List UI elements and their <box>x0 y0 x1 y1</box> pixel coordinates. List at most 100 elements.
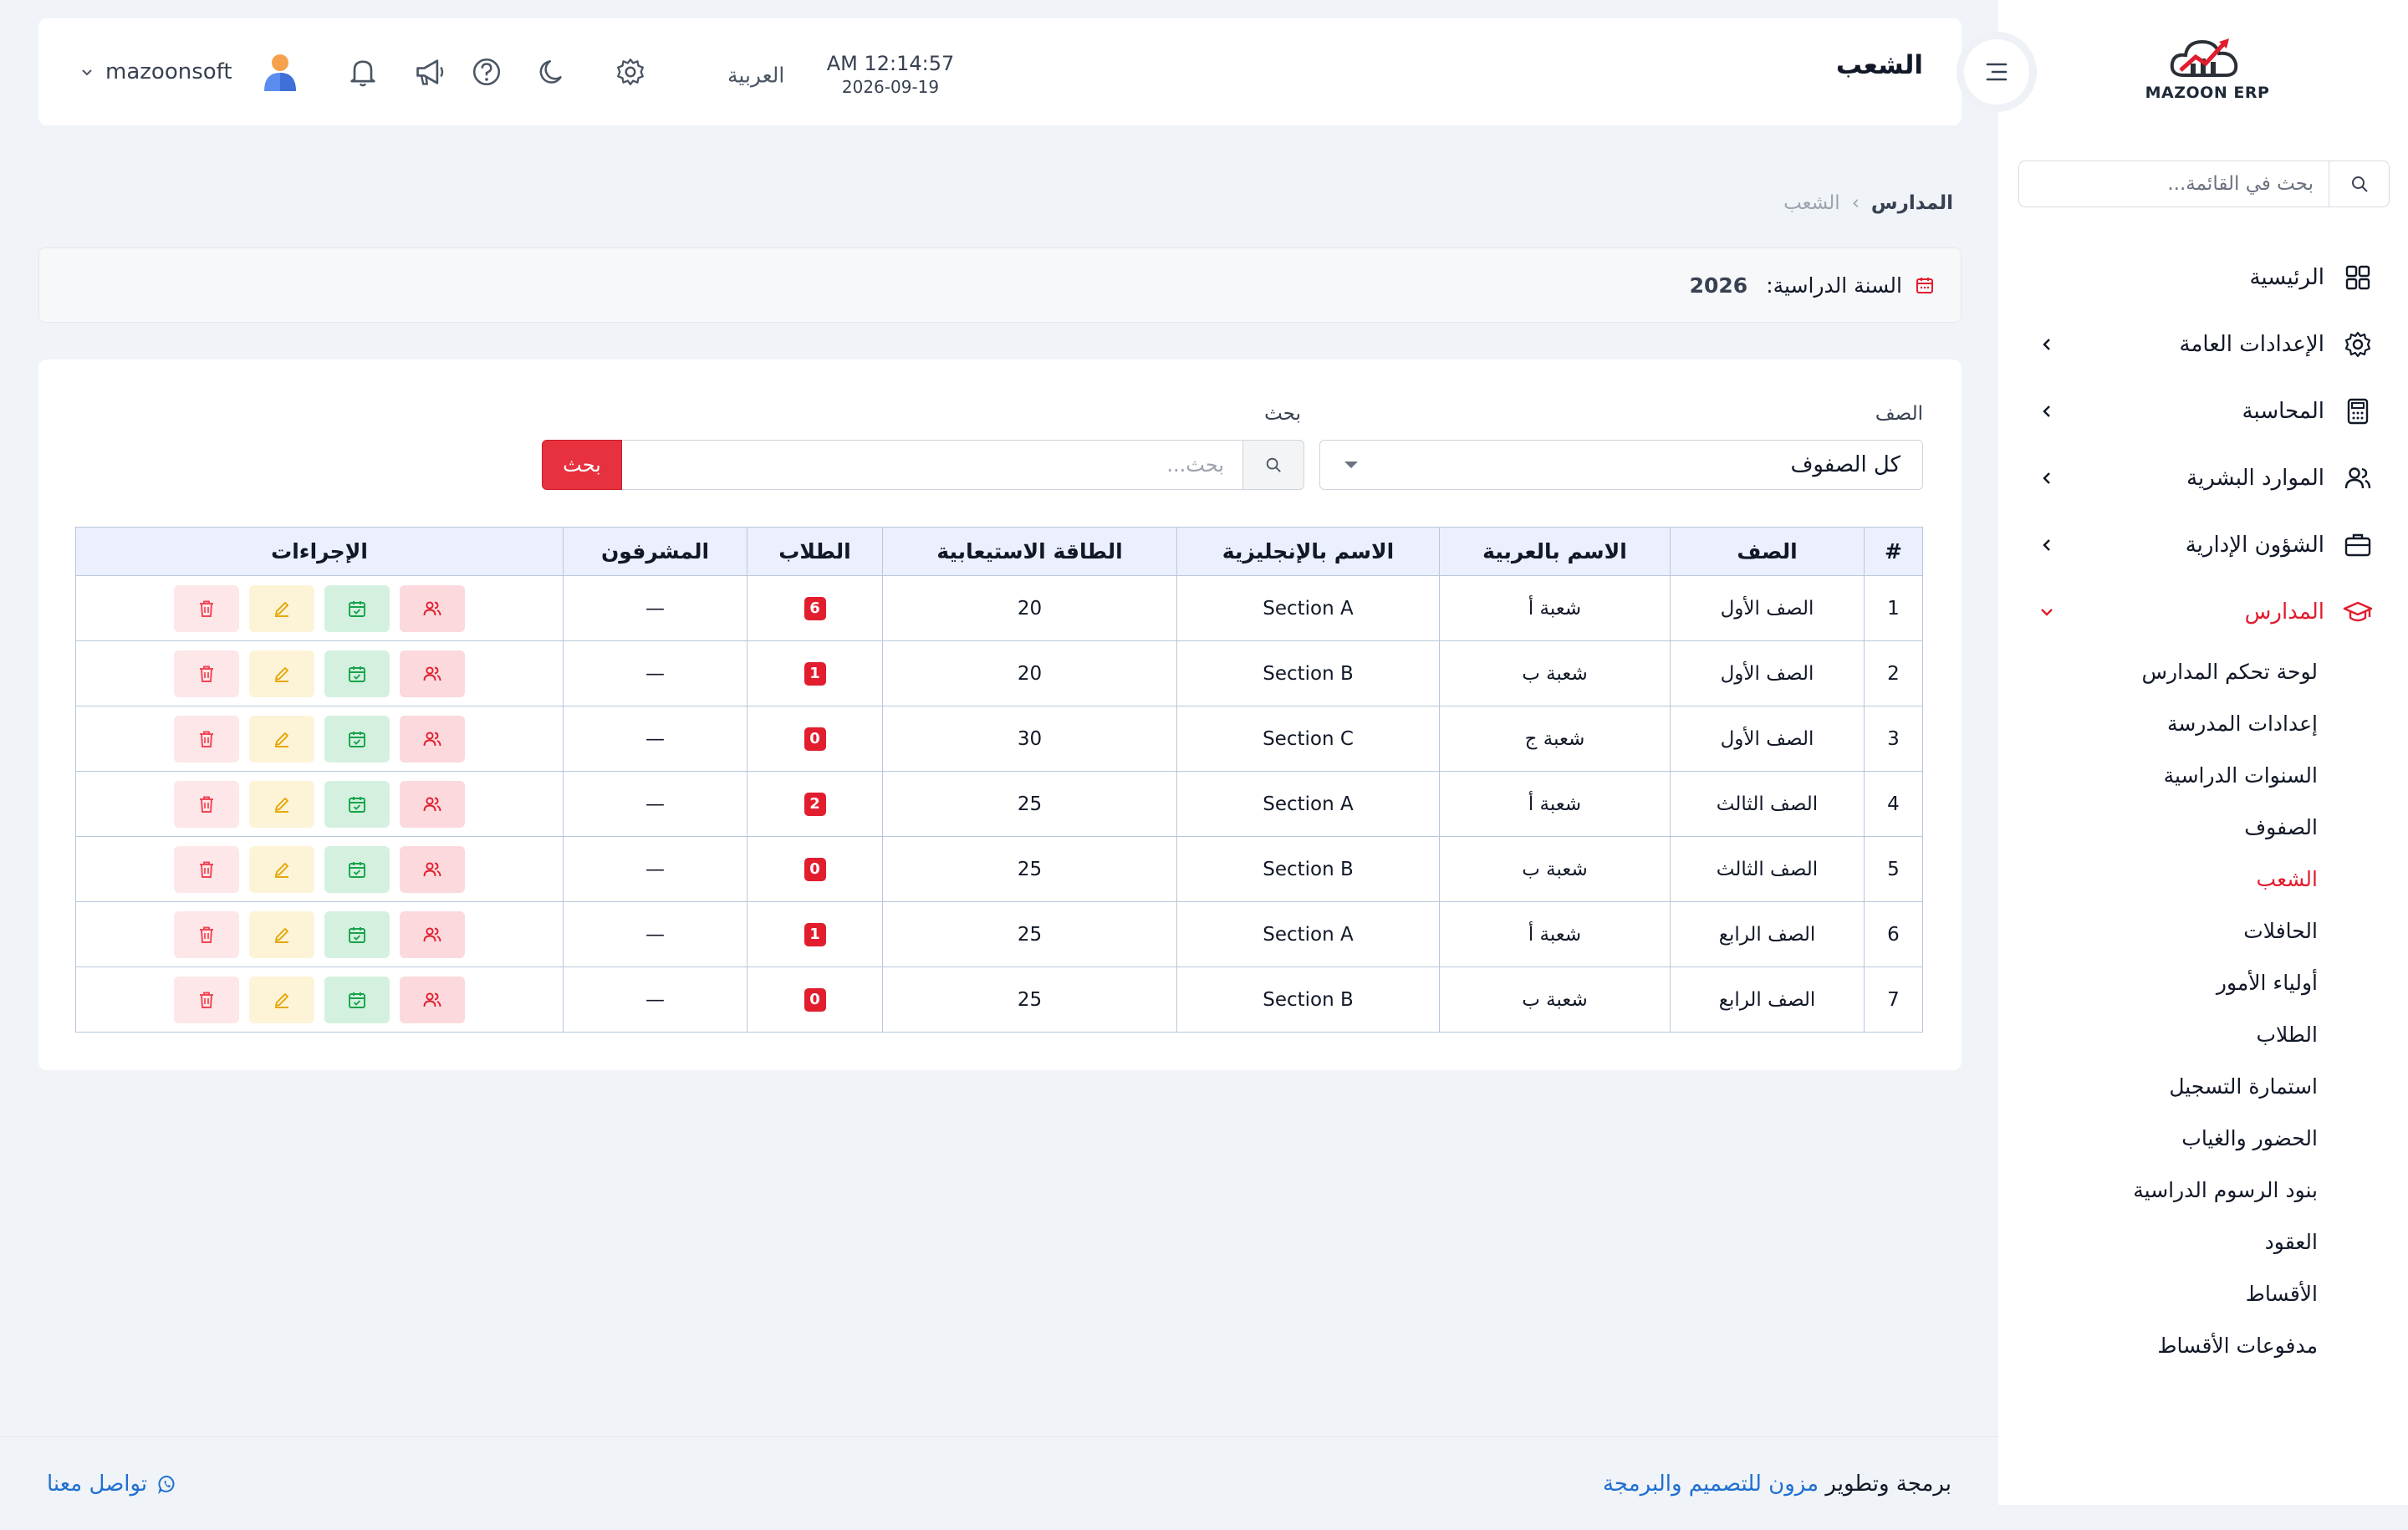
settings-gear-icon[interactable] <box>615 56 646 88</box>
delete-button[interactable] <box>174 650 239 697</box>
manage-students-button[interactable] <box>400 976 465 1023</box>
edit-button[interactable] <box>249 976 314 1023</box>
cell-index: 7 <box>1864 966 1923 1033</box>
sidebar-item-admin-affairs[interactable]: الشؤون الإدارية <box>1998 512 2408 579</box>
language-switch[interactable]: العربية <box>727 63 785 88</box>
submenu-registration-form[interactable]: استمارة التسجيل <box>2169 1074 2318 1099</box>
contact-us-link[interactable]: تواصل معنا <box>47 1471 177 1497</box>
schedule-button[interactable] <box>324 584 390 632</box>
submenu-sections[interactable]: الشعب <box>2256 866 2318 891</box>
schedule-button[interactable] <box>324 780 390 828</box>
sidebar-item-hr[interactable]: الموارد البشرية <box>1998 445 2408 512</box>
delete-button[interactable] <box>174 845 239 893</box>
manage-students-button[interactable] <box>400 584 465 632</box>
schedule-button[interactable] <box>324 715 390 762</box>
edit-button[interactable] <box>249 584 314 632</box>
edit-button[interactable] <box>249 715 314 762</box>
students-count-badge: 1 <box>804 923 826 946</box>
schedule-button[interactable] <box>324 910 390 958</box>
submenu-attendance[interactable]: الحضور والغياب <box>2181 1125 2318 1150</box>
delete-button[interactable] <box>174 780 239 828</box>
megaphone-icon[interactable] <box>413 55 446 89</box>
submenu-grades[interactable]: الصفوف <box>2244 814 2318 839</box>
gear-icon <box>2344 331 2371 358</box>
schools-submenu: لوحة تحكم المدارس إعدادات المدرسة السنوا… <box>1998 645 2408 1371</box>
notifications-bell-icon[interactable] <box>346 55 380 89</box>
dark-mode-moon-icon[interactable] <box>538 56 569 88</box>
help-icon[interactable] <box>471 56 503 88</box>
cell-name-ar-link[interactable]: شعبة ب <box>1439 836 1671 902</box>
submenu-school-settings[interactable]: إعدادات المدرسة <box>2166 711 2318 736</box>
cell-supervisors: — <box>563 771 747 837</box>
sidebar-item-accounting[interactable]: المحاسبة <box>1998 378 2408 445</box>
cell-name-ar-link[interactable]: شعبة أ <box>1439 575 1671 641</box>
cell-capacity: 20 <box>882 575 1177 641</box>
cell-name-ar-link[interactable]: شعبة ج <box>1439 706 1671 772</box>
search-input[interactable] <box>622 440 1242 490</box>
search-icon[interactable] <box>1242 440 1304 490</box>
logo[interactable]: MAZOON ERP <box>2132 33 2283 117</box>
pencil-icon <box>272 859 292 880</box>
submenu-schools-dashboard[interactable]: لوحة تحكم المدارس <box>2141 659 2319 684</box>
submenu-installments[interactable]: الأقساط <box>2245 1281 2318 1306</box>
students-count-badge: 0 <box>804 988 826 1012</box>
table-row: 2 الصف الأول شعبة ب Section B 20 1 — <box>75 640 1923 706</box>
cell-name-ar-link[interactable]: شعبة ب <box>1439 640 1671 706</box>
delete-button[interactable] <box>174 910 239 958</box>
edit-button[interactable] <box>249 780 314 828</box>
submenu-academic-years[interactable]: السنوات الدراسية <box>2163 762 2318 788</box>
search-button[interactable]: بحث <box>542 440 622 490</box>
search-icon[interactable] <box>2329 161 2389 207</box>
manage-students-button[interactable] <box>400 780 465 828</box>
col-grade: الصف <box>1670 527 1865 576</box>
edit-button[interactable] <box>249 910 314 958</box>
cell-index: 4 <box>1864 771 1923 837</box>
table-row: 3 الصف الأول شعبة ج Section C 30 0 — <box>75 706 1923 772</box>
footer-company-link[interactable]: مزون للتصميم والبرمجة <box>1602 1471 1819 1497</box>
delete-button[interactable] <box>174 584 239 632</box>
cell-grade-link[interactable]: الصف الثالث <box>1670 836 1865 902</box>
caret-down-icon <box>1344 462 1358 468</box>
schedule-button[interactable] <box>324 650 390 697</box>
cell-name-ar-link[interactable]: شعبة أ <box>1439 901 1671 967</box>
academic-year-bar: السنة الدراسية: 2026 <box>38 247 1962 323</box>
manage-students-button[interactable] <box>400 845 465 893</box>
cell-name-ar-link[interactable]: شعبة أ <box>1439 771 1671 837</box>
submenu-fee-items[interactable]: بنود الرسوم الدراسية <box>2133 1177 2318 1202</box>
sidebar-item-schools[interactable]: المدارس <box>1998 579 2408 645</box>
submenu-students[interactable]: الطلاب <box>2256 1022 2318 1047</box>
grade-select[interactable]: كل الصفوف <box>1319 440 1923 490</box>
submenu-installment-payments[interactable]: مدفوعات الأقساط <box>2157 1333 2318 1358</box>
delete-button[interactable] <box>174 715 239 762</box>
manage-students-button[interactable] <box>400 650 465 697</box>
sidebar-item-general-settings[interactable]: الإعدادات العامة <box>1998 311 2408 378</box>
submenu-buses[interactable]: الحافلات <box>2243 918 2318 943</box>
manage-students-button[interactable] <box>400 910 465 958</box>
cell-grade-link[interactable]: الصف الأول <box>1670 706 1865 772</box>
schedule-button[interactable] <box>324 976 390 1023</box>
cell-grade-link[interactable]: الصف الأول <box>1670 575 1865 641</box>
col-actions: الإجراءات <box>75 527 564 576</box>
submenu-guardians[interactable]: أولياء الأمور <box>2216 970 2318 995</box>
sidebar-item-home[interactable]: الرئيسية <box>1998 244 2408 311</box>
cell-capacity: 25 <box>882 771 1177 837</box>
delete-button[interactable] <box>174 976 239 1023</box>
logo-cloud-icon <box>2170 38 2238 77</box>
cell-grade-link[interactable]: الصف الأول <box>1670 640 1865 706</box>
cell-grade-link[interactable]: الصف الرابع <box>1670 966 1865 1033</box>
schedule-button[interactable] <box>324 845 390 893</box>
sidebar-search-input[interactable] <box>2019 161 2329 207</box>
cell-grade-link[interactable]: الصف الرابع <box>1670 901 1865 967</box>
user-menu[interactable]: mazoonsoft <box>80 49 303 94</box>
cell-actions <box>75 901 564 967</box>
manage-students-button[interactable] <box>400 715 465 762</box>
sidebar-toggle-button[interactable] <box>1956 32 2037 112</box>
edit-button[interactable] <box>249 845 314 893</box>
submenu-contracts[interactable]: العقود <box>2264 1229 2318 1254</box>
users-icon <box>422 599 442 619</box>
cell-name-ar-link[interactable]: شعبة ب <box>1439 966 1671 1033</box>
cell-grade-link[interactable]: الصف الثالث <box>1670 771 1865 837</box>
breadcrumb-parent[interactable]: المدارس <box>1870 192 1953 214</box>
edit-button[interactable] <box>249 650 314 697</box>
students-count-badge: 0 <box>804 727 826 751</box>
